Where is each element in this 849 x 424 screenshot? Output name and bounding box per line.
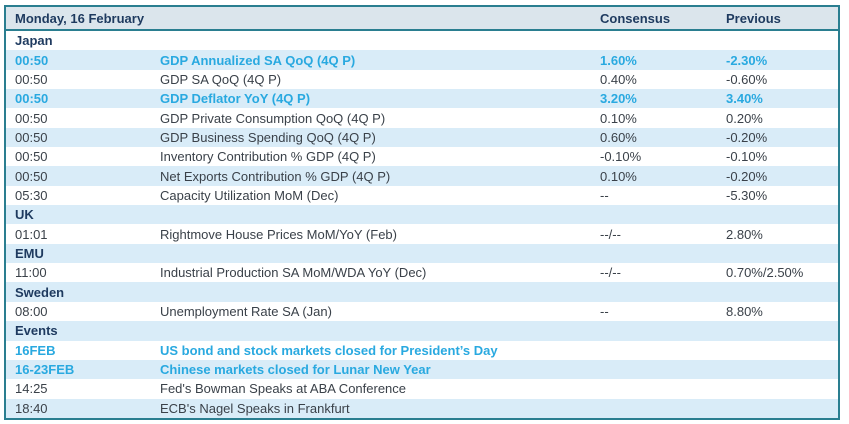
section-row: Japan — [6, 31, 838, 51]
event-consensus: 0.40% — [600, 71, 637, 87]
event-previous: -0.60% — [726, 71, 768, 87]
event-time: 01:01 — [15, 226, 48, 242]
event-name: GDP Annualized SA QoQ (4Q P) — [160, 52, 356, 68]
event-time: 00:50 — [15, 91, 49, 107]
event-consensus: -0.10% — [600, 149, 642, 165]
section-label: Sweden — [15, 284, 65, 300]
event-row: 05:30 Capacity Utilization MoM (Dec) -- -5.… — [6, 185, 838, 206]
event-name: US bond and stock markets closed for Pre… — [160, 342, 498, 358]
event-consensus: -- — [600, 187, 609, 203]
event-name: Net Exports Contribution % GDP (4Q P) — [160, 168, 391, 184]
event-time: 08:00 — [15, 303, 48, 319]
event-previous: -0.20% — [726, 129, 768, 145]
event-consensus: 1.60% — [600, 52, 637, 68]
section-row: UK — [6, 205, 838, 225]
event-consensus: --/-- — [600, 226, 621, 242]
column-header-previous: Previous — [726, 10, 781, 26]
section-label: Japan — [15, 33, 53, 49]
section-label: UK — [15, 207, 34, 223]
section-row: Events — [6, 321, 838, 341]
section-label: EMU — [15, 245, 44, 261]
event-row: 16-23FEB Chinese markets closed for Lunar… — [6, 359, 838, 380]
event-name: Capacity Utilization MoM (Dec) — [160, 187, 339, 203]
event-time: 05:30 — [15, 187, 48, 203]
event-previous: -0.20% — [726, 168, 768, 184]
column-header-consensus: Consensus — [600, 10, 671, 26]
event-previous: 2.80% — [726, 226, 763, 242]
event-time: 14:25 — [15, 381, 48, 397]
event-time: 00:50 — [15, 168, 48, 184]
event-time: 00:50 — [15, 110, 48, 126]
event-time: 00:50 — [15, 129, 48, 145]
section-row: Sweden — [6, 282, 838, 302]
event-previous: -2.30% — [726, 52, 768, 68]
event-name: Rightmove House Prices MoM/YoY (Feb) — [160, 226, 397, 242]
event-name: ECB's Nagel Speaks in Frankfurt — [160, 400, 350, 416]
event-name: GDP Business Spending QoQ (4Q P) — [160, 129, 376, 145]
event-time: 11:00 — [15, 265, 47, 281]
event-time: 16-23FEB — [15, 362, 75, 378]
event-name: GDP SA QoQ (4Q P) — [160, 71, 282, 87]
event-time: 00:50 — [15, 149, 48, 165]
event-row: 00:50 GDP Business Spending QoQ (4Q P) 0.6… — [6, 127, 838, 148]
event-consensus: 0.10% — [600, 168, 637, 184]
event-row: 00:50 GDP Annualized SA QoQ (4Q P) 1.60% -2… — [6, 50, 838, 70]
event-row: 18:40 ECB's Nagel Speaks in Frankfurt — [6, 398, 838, 418]
event-consensus: -- — [600, 303, 609, 319]
event-row: 16FEB US bond and stock markets closed fo… — [6, 340, 838, 360]
event-name: GDP Private Consumption QoQ (4Q P) — [160, 110, 386, 126]
event-consensus: 0.60% — [600, 129, 637, 145]
event-time: 18:40 — [15, 400, 48, 416]
event-name: Industrial Production SA MoM/WDA YoY (De… — [160, 265, 427, 281]
table-header-row: Monday, 16 February Consensus Previous — [6, 7, 838, 31]
event-name: Unemployment Rate SA (Jan) — [160, 303, 332, 319]
event-name: Chinese markets closed for Lunar New Yea… — [160, 362, 431, 378]
date-title: Monday, 16 February — [15, 10, 145, 26]
economic-calendar-table: Monday, 16 February Consensus Previous J… — [4, 5, 840, 420]
event-row: 00:50 Net Exports Contribution % GDP (4Q … — [6, 166, 838, 186]
event-consensus: 0.10% — [600, 110, 637, 126]
event-row: 00:50 GDP Private Consumption QoQ (4Q P) 0… — [6, 108, 838, 128]
event-time: 00:50 — [15, 71, 48, 87]
event-row: 14:25 Fed's Bowman Speaks at ABA Conferen… — [6, 379, 838, 399]
event-row: 00:50 GDP SA QoQ (4Q P) 0.40% -0.60% — [6, 69, 838, 90]
event-previous: -5.30% — [726, 187, 768, 203]
event-consensus: --/-- — [600, 265, 621, 281]
section-label: Events — [15, 323, 58, 339]
section-row: EMU — [6, 243, 838, 264]
event-previous: -0.10% — [726, 149, 768, 165]
table-body: Japan 00:50 GDP Annualized SA QoQ (4Q P) 1.… — [6, 31, 838, 418]
event-row: 00:50 GDP Deflator YoY (4Q P) 3.20% 3.40% — [6, 89, 838, 109]
event-previous: 0.20% — [726, 110, 763, 126]
event-previous: 0.70%/2.50% — [726, 265, 804, 281]
event-consensus: 3.20% — [600, 91, 637, 107]
event-name: Inventory Contribution % GDP (4Q P) — [160, 149, 376, 165]
event-name: GDP Deflator YoY (4Q P) — [160, 91, 311, 107]
event-name: Fed's Bowman Speaks at ABA Conference — [160, 381, 407, 397]
event-row: 00:50 Inventory Contribution % GDP (4Q P)… — [6, 147, 838, 167]
event-row: 01:01 Rightmove House Prices MoM/YoY (Feb… — [6, 224, 838, 244]
event-previous: 3.40% — [726, 91, 763, 107]
event-time: 00:50 — [15, 52, 49, 68]
event-previous: 8.80% — [726, 303, 763, 319]
event-row: 08:00 Unemployment Rate SA (Jan) -- 8.80% — [6, 301, 838, 322]
event-row: 11:00 Industrial Production SA MoM/WDA Yo… — [6, 263, 838, 283]
event-time: 16FEB — [15, 342, 56, 358]
